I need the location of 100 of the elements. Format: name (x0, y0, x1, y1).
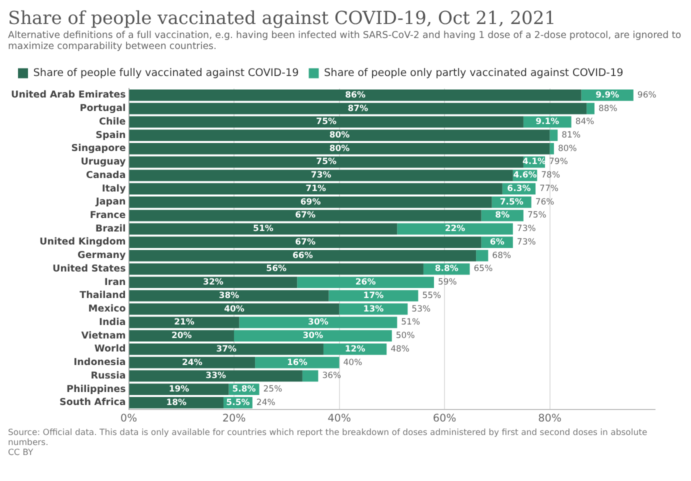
bar (129, 102, 587, 114)
total-label: 96% (637, 90, 656, 100)
data-label: 7.5% (500, 197, 524, 208)
total-label: 77% (540, 184, 558, 194)
y-tick-label: Mexico (88, 304, 126, 315)
data-label: 69% (300, 197, 322, 208)
bar (129, 384, 229, 396)
data-label: 5.5% (226, 398, 250, 408)
y-tick-label: Italy (102, 183, 127, 194)
bar (129, 344, 324, 355)
y-tick-label: World (94, 344, 126, 355)
total-label: 50% (396, 331, 415, 342)
data-label: 67% (295, 210, 316, 221)
bar (129, 303, 340, 315)
y-tick-label: Chile (99, 116, 126, 128)
total-label: 79% (549, 157, 568, 168)
data-label: 66% (292, 250, 314, 261)
chart-title: Share of people vaccinated against COVID-19, Oct 21, 2021 (8, 8, 557, 30)
total-label: 24% (256, 398, 276, 408)
data-label: 37% (216, 344, 238, 354)
bar (129, 330, 234, 342)
y-tick-label: South Africa (60, 397, 126, 408)
bar (302, 370, 318, 382)
y-tick-label: Singapore (71, 143, 126, 154)
total-label: 51% (401, 318, 420, 328)
chart-subtitle: Alternative definitions of a full vaccination, e.g. having been infected with SARS-CoV-2 and having 1 dose of a 2-dose protocol, are ignored to maximize comparability between countries. (8, 30, 682, 52)
data-label: 13% (363, 304, 384, 314)
total-label: 59% (438, 278, 457, 288)
y-tick-label: Philippines (66, 384, 126, 395)
text: CC BY (8, 448, 34, 458)
data-label: 6% (490, 237, 505, 248)
bar (255, 356, 340, 368)
bar (550, 130, 558, 141)
data-label: 8.8% (434, 264, 459, 274)
bar (129, 250, 476, 262)
bar (129, 276, 298, 288)
total-label: 80% (558, 144, 577, 154)
bar (129, 142, 550, 154)
data-label: 86% (345, 90, 366, 100)
bar (129, 210, 482, 222)
data-label: 56% (266, 264, 288, 274)
y-tick-label: United Arab Emirates (10, 90, 126, 101)
data-label: 22% (444, 224, 466, 234)
bar (234, 330, 392, 342)
x-tick-label: 40% (328, 412, 351, 424)
total-label: 68% (492, 250, 512, 261)
y-tick-label: Canada (86, 170, 126, 181)
data-label: 9.1% (536, 117, 560, 128)
x-tick-label: 60% (432, 412, 456, 424)
bar (129, 263, 424, 275)
data-label: 26% (355, 278, 376, 288)
total-label: 88% (598, 104, 618, 114)
legend-label: Share of people fully vaccinated against COVID-19 (33, 66, 299, 79)
total-label: 40% (343, 358, 362, 368)
data-label: 9.9% (596, 90, 620, 100)
data-label: 6.3% (507, 184, 532, 194)
y-tick-label: Russia (90, 370, 126, 382)
bar (129, 130, 550, 141)
data-label: 51% (253, 224, 274, 234)
bar (129, 116, 524, 128)
y-tick-label: Germany (78, 250, 127, 262)
data-label: 73% (310, 170, 332, 181)
data-label: 67% (295, 237, 316, 248)
data-label: 80% (329, 130, 350, 140)
bar (550, 142, 554, 154)
data-label: 75% (316, 117, 337, 128)
total-label: 81% (562, 130, 581, 140)
total-label: 65% (474, 264, 493, 274)
data-label: 19% (168, 384, 190, 395)
y-tick-label: Vietnam (81, 330, 126, 342)
bar (129, 170, 513, 182)
y-tick-label: Indonesia (74, 357, 126, 368)
total-label: 73% (516, 237, 536, 248)
bar (129, 183, 502, 194)
bar (129, 290, 329, 302)
total-label: 73% (516, 224, 536, 234)
data-label: 12% (344, 344, 366, 354)
bar (328, 290, 418, 302)
data-label: 16% (286, 358, 308, 368)
data-label: 75% (316, 157, 337, 168)
y-tick-label: United States (52, 263, 126, 274)
x-tick-label: 0% (120, 412, 138, 424)
bar (476, 250, 488, 262)
bar (586, 102, 594, 114)
y-tick-label: Brazil (95, 223, 126, 234)
y-tick-label: India (98, 316, 126, 328)
y-tick-label: France (90, 210, 126, 221)
bar (339, 303, 408, 315)
bar (129, 370, 302, 382)
data-label: 30% (308, 318, 329, 328)
total-label: 76% (535, 197, 554, 208)
data-label: 21% (174, 318, 195, 328)
total-label: 36% (322, 371, 342, 382)
bar (129, 397, 224, 408)
total-label: 78% (541, 170, 560, 181)
data-label: 4.6% (513, 170, 538, 181)
bar (239, 316, 398, 328)
data-label: 30% (302, 331, 324, 342)
bar (397, 223, 513, 235)
data-label: 17% (363, 290, 384, 301)
